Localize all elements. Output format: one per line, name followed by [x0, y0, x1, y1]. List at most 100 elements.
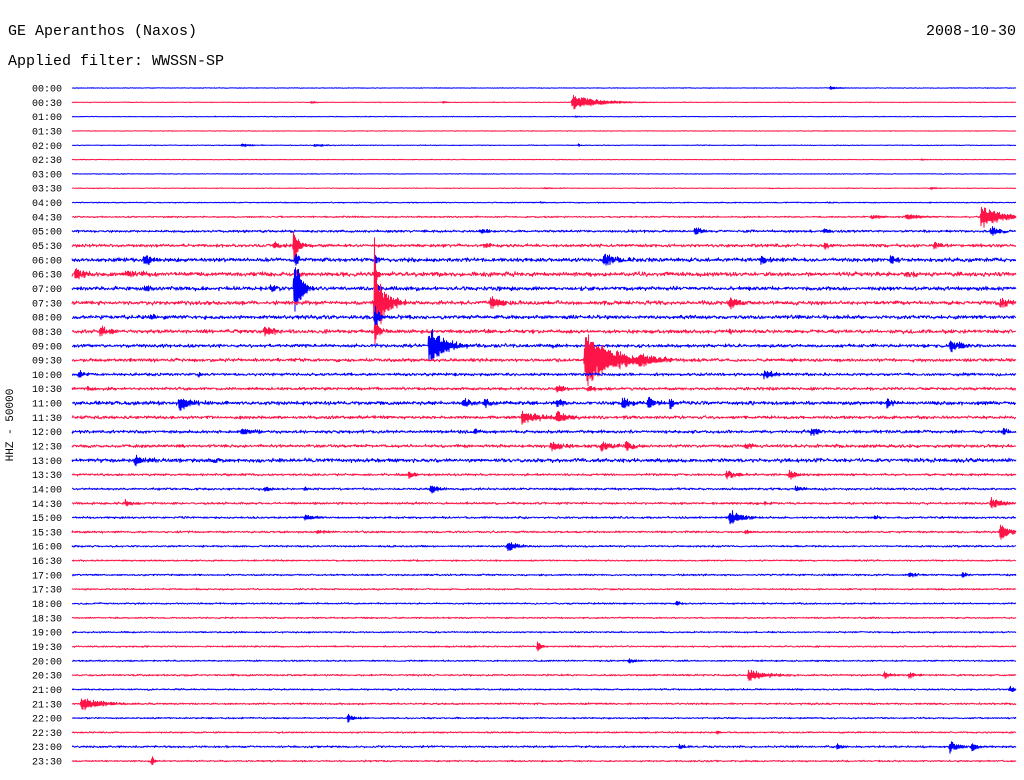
row-label-1800: 18:00	[32, 600, 62, 611]
trace-2300	[71, 741, 1017, 754]
trace-0800	[72, 305, 1017, 327]
trace-0000	[71, 85, 1017, 90]
date-label: 2008-10-30	[926, 23, 1016, 40]
row-label-0930: 09:30	[32, 357, 62, 368]
trace-0300	[71, 173, 1017, 175]
row-label-0330: 03:30	[32, 185, 62, 196]
filter-label: Applied filter: WWSSN-SP	[8, 53, 224, 70]
trace-1930	[72, 641, 1017, 652]
trace-1300	[71, 454, 1017, 467]
trace-2130	[71, 698, 1017, 711]
trace-0630	[71, 266, 1017, 282]
row-label-2130: 21:30	[32, 700, 62, 711]
row-label-2300: 23:00	[32, 743, 62, 754]
row-label-1930: 19:30	[32, 643, 62, 654]
trace-2230	[71, 730, 1017, 735]
row-label-2200: 22:00	[32, 715, 62, 726]
trace-2030	[71, 669, 1017, 682]
trace-0700	[71, 267, 1017, 312]
trace-1700	[71, 572, 1017, 578]
row-label-1530: 15:30	[32, 528, 62, 539]
row-label-0500: 05:00	[32, 228, 62, 239]
trace-1330	[71, 469, 1017, 480]
trace-0830	[71, 323, 1017, 345]
trace-1530	[71, 524, 1017, 540]
trace-0730	[71, 237, 1017, 336]
row-label-1000: 10:00	[32, 371, 62, 382]
row-label-1730: 17:30	[32, 586, 62, 597]
trace-0330	[71, 187, 1016, 190]
trace-1200	[71, 427, 1017, 436]
trace-2000	[71, 658, 1017, 664]
trace-1130	[71, 410, 1017, 425]
trace-group	[71, 85, 1017, 766]
row-label-1130: 11:30	[32, 414, 62, 425]
row-label-1100: 11:00	[32, 400, 62, 411]
trace-0130	[72, 130, 1017, 132]
trace-0600	[71, 253, 1017, 266]
trace-0100	[71, 115, 1017, 118]
trace-1400	[71, 485, 1017, 494]
row-label-0300: 03:00	[32, 170, 62, 181]
row-label-1500: 15:00	[32, 514, 62, 525]
row-label-0900: 09:00	[32, 342, 62, 353]
row-label-1900: 19:00	[32, 629, 62, 640]
row-label-1400: 14:00	[32, 486, 62, 497]
row-label-1300: 13:00	[32, 457, 62, 468]
trace-0500	[71, 226, 1016, 236]
trace-1430	[71, 497, 1017, 509]
row-label-0800: 08:00	[32, 314, 62, 325]
trace-0230	[71, 158, 1017, 161]
row-label-0000: 00:00	[32, 85, 62, 96]
trace-2330	[71, 756, 1017, 766]
trace-1100	[72, 396, 1017, 411]
row-label-2230: 22:30	[32, 729, 62, 740]
trace-1600	[71, 542, 1017, 552]
row-label-0430: 04:30	[32, 213, 62, 224]
trace-0530	[71, 232, 1017, 260]
trace-2100	[72, 685, 1017, 692]
row-label-0200: 02:00	[32, 142, 62, 153]
trace-1230	[71, 440, 1017, 452]
trace-1030	[71, 385, 1016, 393]
y-axis-label: HHZ - 50000	[5, 389, 17, 462]
trace-1630	[71, 559, 1017, 562]
trace-0030	[71, 94, 1017, 110]
row-label-0700: 07:00	[32, 285, 62, 296]
row-label-0130: 01:30	[32, 128, 62, 139]
row-label-1600: 16:00	[32, 543, 62, 554]
trace-2200	[71, 713, 1017, 723]
row-label-0730: 07:30	[32, 299, 62, 310]
trace-0400	[71, 201, 1017, 204]
trace-0900	[71, 329, 1017, 362]
row-label-0530: 05:30	[32, 242, 62, 253]
trace-1830	[71, 616, 1017, 620]
row-label-0030: 00:30	[32, 99, 62, 110]
trace-0430	[71, 206, 1017, 228]
row-label-1430: 14:30	[32, 500, 62, 511]
station-title: GE Aperanthos (Naxos)	[8, 23, 197, 40]
row-label-0400: 04:00	[32, 199, 62, 210]
row-label-0830: 08:30	[32, 328, 62, 339]
row-label-0600: 06:00	[32, 256, 62, 267]
trace-0200	[71, 143, 1017, 148]
row-label-0100: 01:00	[32, 113, 62, 124]
row-label-0630: 06:30	[32, 271, 62, 282]
row-label-1200: 12:00	[32, 428, 62, 439]
trace-1500	[71, 510, 1017, 525]
row-label-1030: 10:30	[32, 385, 62, 396]
trace-1900	[72, 630, 1017, 634]
row-label-2330: 23:30	[32, 758, 62, 769]
trace-1730	[71, 587, 1017, 591]
row-labels: 00:00 00:30 01:00 01:30 02:00 02:30 03:00 03:30…	[32, 85, 62, 769]
row-label-0230: 02:30	[32, 156, 62, 167]
trace-1000	[72, 370, 1017, 380]
row-label-1700: 17:00	[32, 571, 62, 582]
row-label-1630: 16:30	[32, 557, 62, 568]
row-label-1330: 13:30	[32, 471, 62, 482]
row-label-2100: 21:00	[32, 686, 62, 697]
row-label-1830: 18:30	[32, 614, 62, 625]
trace-0930	[71, 334, 1017, 387]
trace-1800	[71, 600, 1017, 606]
